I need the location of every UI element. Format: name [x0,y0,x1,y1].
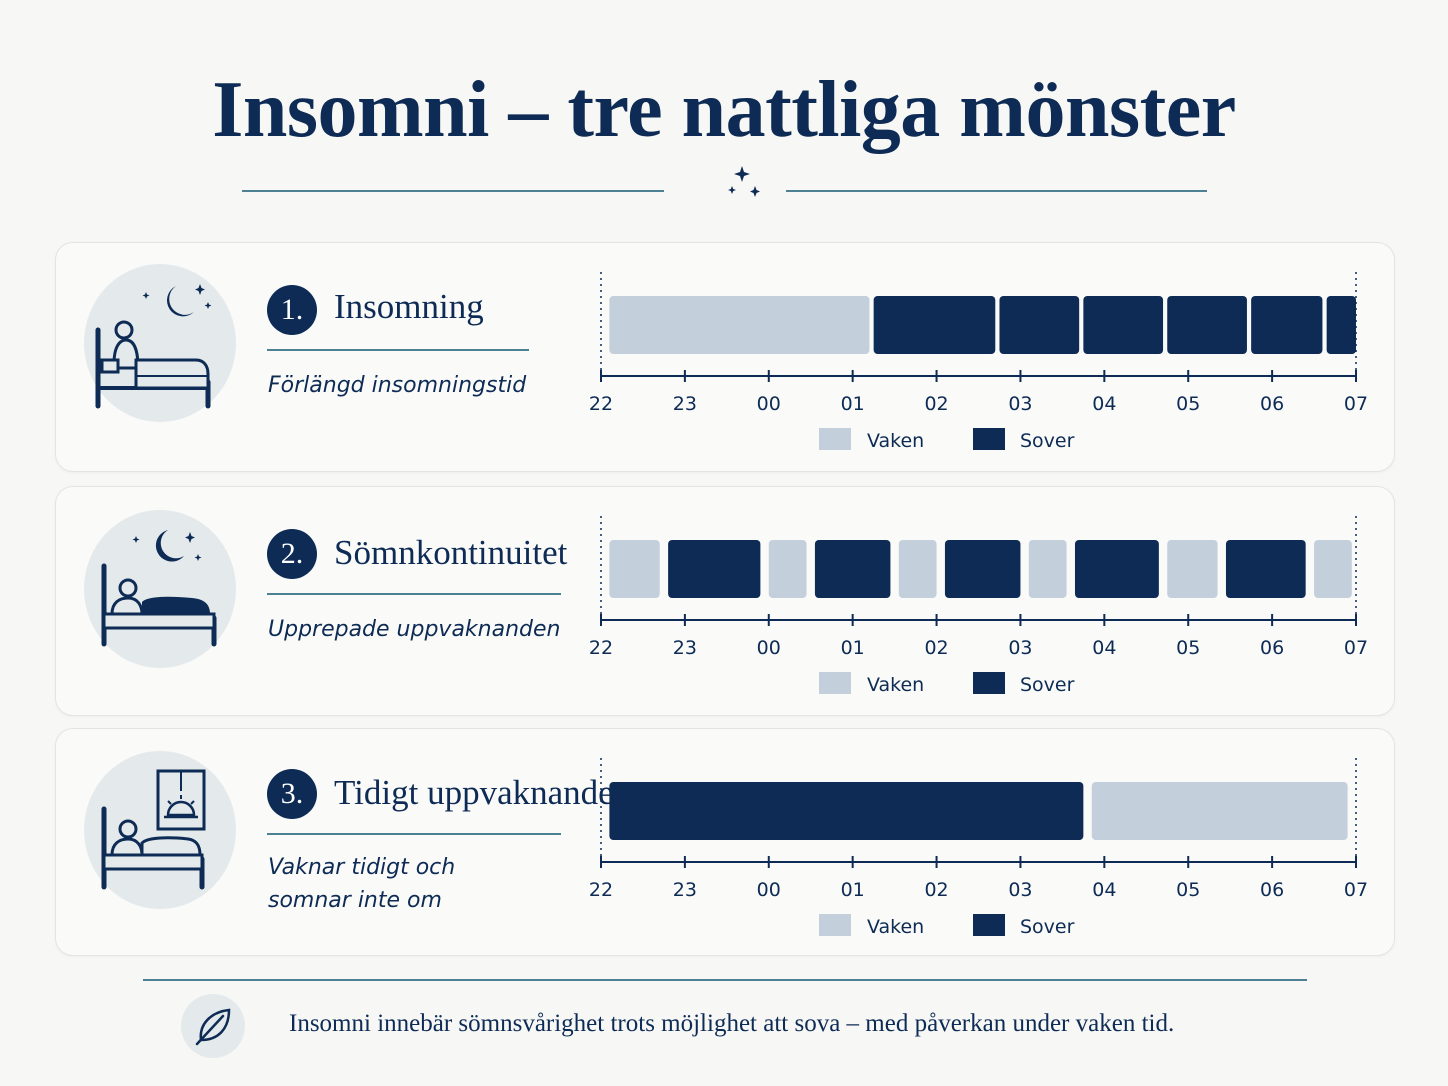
sleep-segment [1167,296,1247,354]
axis-tick-label: 23 [673,393,697,415]
footer-divider [143,979,1307,981]
sleep-segment [668,540,761,598]
pattern-subtitle: Vaknar tidigt och somnar inte om [268,855,456,913]
legend-swatch-asleep [973,672,1005,694]
legend-label-awake: Vaken [867,430,924,452]
awake-segment [609,296,870,354]
footer-note: Insomni innebär sömnsvårighet trots möjl… [289,1010,1175,1037]
axis-tick-label: 00 [757,393,781,415]
person-lying-in-bed-at-night-icon [84,510,236,668]
pattern-number-badge: 2. [267,529,317,579]
awake-segment [768,540,807,598]
legend-swatch-awake [819,672,851,694]
axis-tick-label: 07 [1344,637,1368,659]
awake-segment [898,540,937,598]
awake-segment [1028,540,1067,598]
pattern-card-1: 1. Insomning Förlängd insomningstid 22 23… [55,242,1395,472]
axis-tick-label: 01 [841,637,865,659]
axis-tick-label: 22 [589,879,613,901]
axis-tick-label: 01 [841,393,865,415]
sleep-segment [1225,540,1306,598]
axis-tick-label: 04 [1092,393,1116,415]
awake-segment [1167,540,1218,598]
axis-tick-label: 06 [1260,879,1284,901]
sleep-segment [944,540,1021,598]
axis-tick-label: 03 [1008,879,1032,901]
pattern-subtitle: Förlängd insomningstid [268,373,527,398]
legend-label-awake: Vaken [867,916,924,938]
leaf-icon [181,994,245,1058]
sleep-segment [609,782,1084,840]
moon-stars-icon [684,160,768,224]
person-sitting-in-bed-at-night-icon [84,264,236,422]
axis-tick-label: 06 [1260,637,1284,659]
sleep-segment [814,540,891,598]
axis-tick-label: 03 [1008,637,1032,659]
axis-tick-label: 22 [589,393,613,415]
axis-tick-label: 23 [673,879,697,901]
axis-tick-label: 05 [1176,393,1200,415]
axis-tick-label: 05 [1176,879,1200,901]
legend-label-asleep: Sover [1020,430,1075,452]
sleep-segment [873,296,996,354]
title-divider-right [786,190,1207,192]
pattern-subtitle: Upprepade uppvaknanden [268,617,561,642]
legend-swatch-asleep [973,428,1005,450]
axis-tick-label: 04 [1092,879,1116,901]
pattern-title-rule [267,833,561,835]
sleep-segment [1326,296,1356,354]
pattern-card-3: 3. Tidigt uppvaknande Vaknar tidigt och … [55,728,1395,956]
axis-tick-label: 06 [1260,393,1284,415]
pattern-title-rule [267,349,529,351]
axis-tick-label: 02 [924,393,948,415]
title-divider-left [242,190,664,192]
legend-label-awake: Vaken [867,674,924,696]
sleep-segment [1251,296,1323,354]
timeline-chart-2: 22 23 00 01 02 03 04 05 06 07 Vaken Sover [589,516,1368,696]
person-in-bed-sunrise-window-icon [84,751,236,909]
pattern-title: Sömnkontinuitet [334,533,568,572]
timeline-chart-3: 22 23 00 01 02 03 04 05 06 07 Vaken Sover [589,758,1368,938]
sleep-segment [1074,540,1159,598]
pattern-number-badge: 1. [267,285,317,335]
axis-tick-label: 00 [757,637,781,659]
axis-tick-label: 22 [589,637,613,659]
axis-tick-label: 04 [1092,637,1116,659]
pattern-card-2: 2. Sömnkontinuitet Upprepade uppvaknande… [55,486,1395,716]
legend-swatch-awake [819,428,851,450]
pattern-title: Tidigt uppvaknande [334,773,614,812]
axis-tick-label: 02 [924,879,948,901]
legend-swatch-awake [819,914,851,936]
awake-segment [609,540,660,598]
axis-tick-label: 23 [673,637,697,659]
axis-tick-label: 03 [1008,393,1032,415]
page-title: Insomni – tre nattliga mönster [212,66,1236,154]
axis-tick-label: 07 [1344,879,1368,901]
axis-tick-label: 01 [841,879,865,901]
axis-tick-label: 07 [1344,393,1368,415]
awake-segment [1314,540,1352,598]
axis-tick-label: 00 [757,879,781,901]
sleep-segment [1083,296,1164,354]
axis-tick-label: 02 [924,637,948,659]
axis-tick-label: 05 [1176,637,1200,659]
pattern-number-badge: 3. [267,769,317,819]
timeline-chart-1: 22 23 00 01 02 03 04 05 06 07 Vaken Sover [589,272,1368,452]
pattern-title: Insomning [334,287,484,326]
sleep-segment [999,296,1080,354]
legend-swatch-asleep [973,914,1005,936]
awake-segment [1091,782,1348,840]
legend-label-asleep: Sover [1020,674,1075,696]
pattern-title-rule [267,593,561,595]
legend-label-asleep: Sover [1020,916,1075,938]
